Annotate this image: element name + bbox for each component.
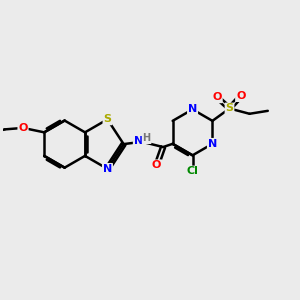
Text: N: N [103, 164, 112, 174]
Text: N: N [208, 139, 217, 149]
Text: N: N [188, 104, 197, 114]
Text: S: S [226, 103, 233, 113]
Text: S: S [103, 114, 112, 124]
Text: H: H [142, 133, 151, 143]
Text: O: O [152, 160, 161, 170]
Text: Cl: Cl [187, 167, 199, 176]
Text: O: O [18, 123, 28, 133]
Text: N: N [134, 136, 143, 146]
Text: O: O [212, 92, 222, 102]
Text: O: O [236, 91, 245, 101]
